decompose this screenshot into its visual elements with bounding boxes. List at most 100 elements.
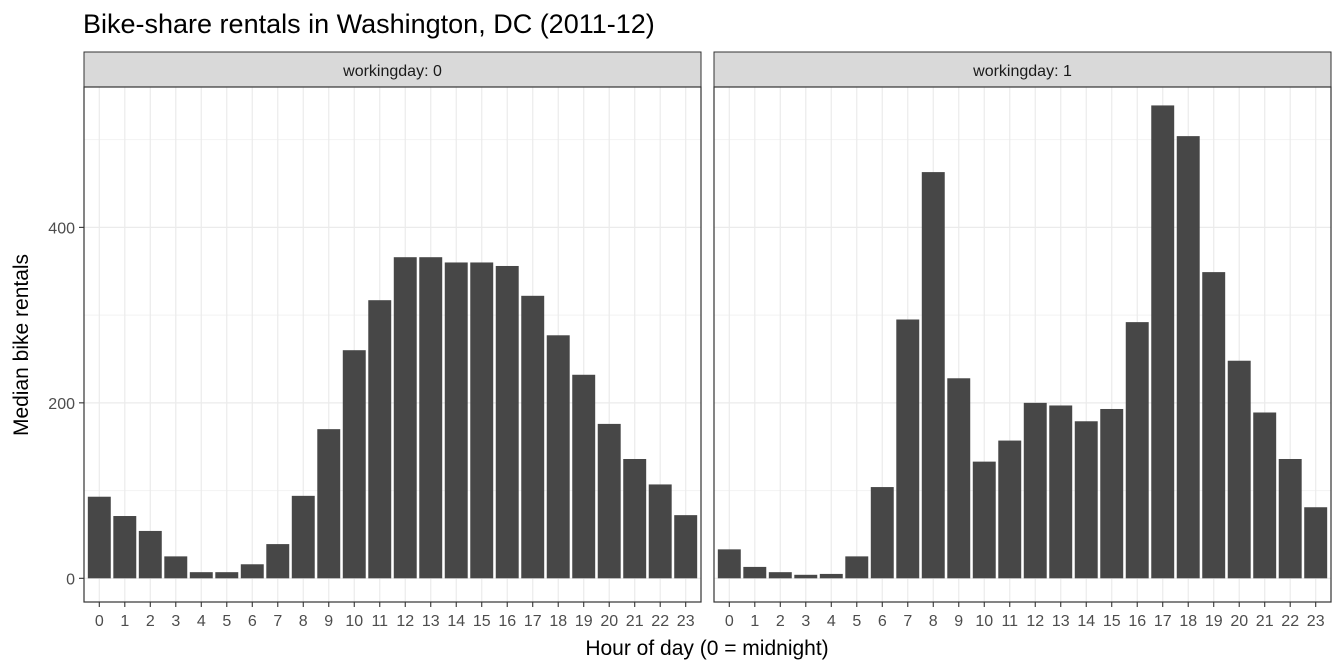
x-tick-label: 17 xyxy=(524,613,542,630)
x-tick-label: 8 xyxy=(299,613,308,630)
x-tick-label: 3 xyxy=(171,613,180,630)
x-tick-label: 4 xyxy=(827,613,836,630)
bar-hour-20 xyxy=(597,423,621,579)
x-tick-label: 14 xyxy=(447,613,465,630)
bar-hour-1 xyxy=(743,566,767,579)
x-tick-label: 15 xyxy=(473,613,491,630)
chart-title: Bike-share rentals in Washington, DC (20… xyxy=(83,9,655,39)
bar-hour-10 xyxy=(342,350,366,579)
x-tick-label: 10 xyxy=(975,613,993,630)
bar-hour-13 xyxy=(1049,405,1073,579)
bar-hour-15 xyxy=(470,262,494,579)
bar-hour-11 xyxy=(998,440,1022,579)
y-axis-title: Median bike rentals xyxy=(10,254,33,436)
bar-hour-9 xyxy=(947,378,971,579)
bar-hour-16 xyxy=(1125,322,1149,579)
x-tick-label: 13 xyxy=(422,613,440,630)
bar-hour-22 xyxy=(648,484,672,579)
x-tick-label: 9 xyxy=(954,613,963,630)
x-tick-label: 10 xyxy=(345,613,363,630)
x-tick-label: 6 xyxy=(248,613,257,630)
bar-hour-15 xyxy=(1100,408,1124,579)
bar-hour-12 xyxy=(393,257,417,579)
x-tick-label: 19 xyxy=(575,613,593,630)
x-tick-label: 12 xyxy=(1026,613,1044,630)
bar-hour-20 xyxy=(1227,360,1251,579)
x-tick-label: 23 xyxy=(1307,613,1325,630)
bar-hour-2 xyxy=(768,572,792,579)
x-tick-label: 22 xyxy=(651,613,669,630)
bar-hour-21 xyxy=(623,458,647,579)
facet-strip xyxy=(713,51,1332,88)
bar-hour-18 xyxy=(546,335,570,579)
facet-panel-1: workingday: 10 1 2 3 4 5 6 7 8 9 10 11 12 13 14 15 16 17 1… xyxy=(713,51,1332,630)
bar-hour-17 xyxy=(1151,105,1175,579)
bar-hour-8 xyxy=(291,495,315,579)
bar-hour-0 xyxy=(717,549,741,579)
x-tick-label: 11 xyxy=(371,613,388,630)
x-tick-label: 9 xyxy=(324,613,333,630)
x-tick-label: 5 xyxy=(222,613,231,630)
x-tick-label: 16 xyxy=(1128,613,1146,630)
bar-hour-7 xyxy=(896,319,920,579)
x-tick-label: 1 xyxy=(120,613,129,630)
bar-hour-4 xyxy=(819,573,843,579)
bar-hour-13 xyxy=(419,257,443,579)
bar-hour-19 xyxy=(1202,272,1226,579)
facet-strip-label: workingday: 0 xyxy=(342,63,442,80)
bar-hour-10 xyxy=(972,461,996,579)
x-tick-label: 18 xyxy=(1179,613,1197,630)
bar-hour-3 xyxy=(164,556,188,579)
x-tick-label: 21 xyxy=(1256,613,1274,630)
x-tick-label: 1 xyxy=(750,613,759,630)
x-tick-label: 7 xyxy=(273,613,282,630)
x-tick-label: 19 xyxy=(1205,613,1223,630)
x-tick-label: 23 xyxy=(677,613,695,630)
bar-hour-19 xyxy=(572,374,596,579)
bar-hour-17 xyxy=(521,295,545,579)
bar-hour-14 xyxy=(1074,421,1098,579)
bar-hour-5 xyxy=(215,572,239,579)
bar-hour-6 xyxy=(240,564,264,579)
y-tick-label: 400 xyxy=(48,220,75,237)
facet-strip-label: workingday: 1 xyxy=(972,63,1072,80)
x-tick-label: 11 xyxy=(1001,613,1018,630)
bar-hour-21 xyxy=(1253,412,1277,579)
bar-hour-2 xyxy=(138,530,162,579)
panel-border xyxy=(83,86,702,603)
bar-hour-8 xyxy=(921,172,945,579)
x-tick-label: 15 xyxy=(1103,613,1121,630)
x-tick-label: 0 xyxy=(95,613,104,630)
y-tick-label: 200 xyxy=(48,396,75,413)
bar-hour-11 xyxy=(368,300,392,579)
x-tick-label: 2 xyxy=(146,613,155,630)
y-tick-label: 0 xyxy=(66,571,75,588)
bar-hour-14 xyxy=(444,262,468,579)
bar-hour-0 xyxy=(87,496,111,579)
bar-hour-5 xyxy=(845,556,869,579)
x-tick-label: 8 xyxy=(929,613,938,630)
x-tick-label: 18 xyxy=(549,613,567,630)
bar-hour-9 xyxy=(317,429,341,579)
x-tick-label: 5 xyxy=(852,613,861,630)
bar-hour-16 xyxy=(495,265,519,579)
x-tick-label: 22 xyxy=(1281,613,1299,630)
x-tick-label: 12 xyxy=(396,613,414,630)
x-tick-label: 7 xyxy=(903,613,912,630)
x-tick-label: 14 xyxy=(1077,613,1095,630)
bar-hour-3 xyxy=(794,574,818,579)
x-tick-label: 3 xyxy=(801,613,810,630)
bar-hour-18 xyxy=(1176,136,1200,579)
x-tick-label: 13 xyxy=(1052,613,1070,630)
bar-hour-22 xyxy=(1278,458,1302,579)
bar-hour-12 xyxy=(1023,402,1047,579)
bar-hour-1 xyxy=(113,516,137,579)
x-tick-label: 21 xyxy=(626,613,644,630)
x-axis-title: Hour of day (0 = midnight) xyxy=(585,637,828,660)
bar-hour-23 xyxy=(1304,507,1328,579)
bar-hour-4 xyxy=(189,572,213,579)
bar-hour-6 xyxy=(870,487,894,579)
bar-hour-23 xyxy=(674,515,698,579)
x-tick-label: 16 xyxy=(498,613,516,630)
